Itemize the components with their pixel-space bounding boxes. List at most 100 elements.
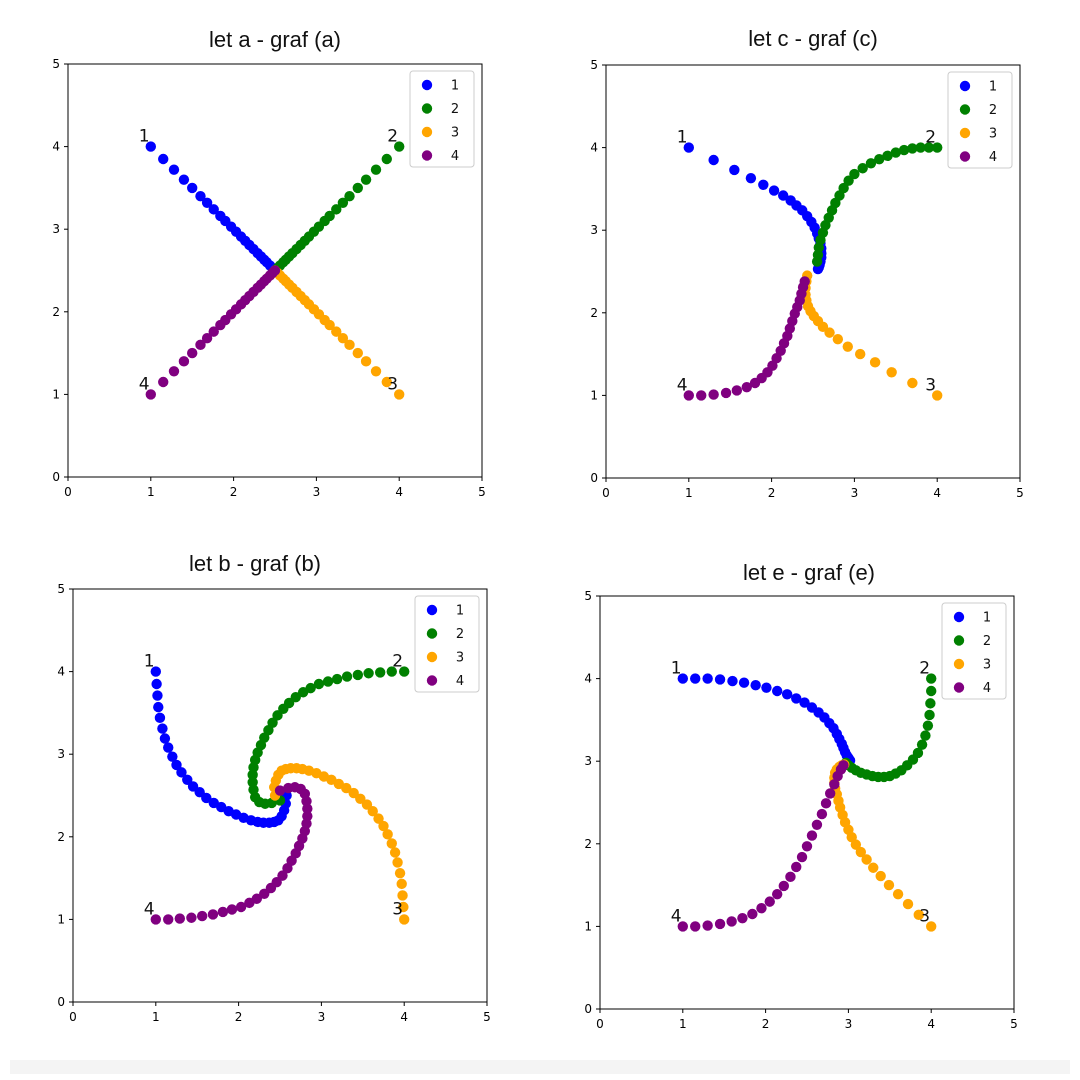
data-point [785, 871, 796, 883]
data-point [832, 334, 844, 345]
data-point [370, 366, 382, 377]
data-point [861, 854, 872, 865]
data-point [932, 390, 943, 401]
data-point [378, 820, 389, 832]
x-tick-label: 2 [768, 486, 776, 500]
y-tick-label: 4 [57, 665, 65, 679]
point-label: 1 [144, 652, 155, 672]
data-point [226, 904, 238, 915]
series-2 [247, 666, 410, 809]
data-point [865, 158, 877, 169]
x-tick-label: 4 [400, 1010, 408, 1024]
data-point [331, 204, 342, 215]
data-point [152, 690, 163, 701]
series-4 [677, 760, 849, 932]
data-point [714, 918, 726, 930]
data-point [167, 751, 178, 762]
data-point [201, 333, 213, 344]
legend-label: 4 [989, 150, 997, 165]
legend-marker [953, 611, 965, 623]
data-point [758, 179, 769, 190]
axes-frame [599, 595, 1015, 1010]
x-tick-label: 2 [235, 1010, 243, 1024]
data-point [272, 710, 283, 721]
point-label: 4 [139, 374, 150, 394]
x-tick-label: 1 [152, 1010, 160, 1024]
y-tick-label: 1 [590, 388, 598, 402]
legend-box [414, 595, 480, 693]
data-point [875, 870, 886, 882]
data-point [145, 141, 156, 152]
data-point [926, 673, 937, 684]
data-point [174, 913, 186, 924]
data-point [196, 910, 208, 922]
data-point [208, 326, 219, 337]
data-point [331, 673, 343, 685]
legend-box [947, 71, 1013, 169]
data-point [842, 341, 853, 352]
data-point [344, 190, 355, 202]
data-point [394, 867, 406, 879]
x-tick-label: 3 [851, 486, 859, 500]
y-tick-label: 3 [57, 747, 65, 761]
data-point [150, 666, 161, 677]
x-tick-label: 4 [933, 486, 941, 500]
chart-svg: 0 1 2 3 4 5 0 1 2 3 4 5 1 2 3 4 1 2 3 4 [590, 58, 1023, 500]
y-tick-label: 5 [52, 57, 60, 71]
data-point [382, 829, 393, 840]
legend-marker [953, 682, 965, 693]
point-label: 2 [919, 659, 930, 679]
data-point [178, 356, 190, 367]
data-point [363, 668, 374, 679]
data-point [745, 172, 757, 184]
x-tick-label: 3 [845, 1017, 853, 1031]
data-point [195, 190, 206, 202]
data-point [251, 893, 263, 904]
series-2 [840, 673, 937, 783]
data-point [392, 857, 403, 868]
y-tick-label: 2 [590, 306, 598, 320]
data-point [352, 182, 363, 194]
y-tick-label: 3 [584, 754, 592, 768]
data-point [178, 174, 190, 185]
y-tick-label: 0 [584, 1002, 592, 1016]
data-point [824, 788, 836, 799]
point-label: 2 [925, 128, 936, 148]
data-point [796, 851, 808, 863]
legend-marker [426, 604, 438, 616]
series-3 [800, 270, 943, 401]
point-label: 3 [919, 906, 930, 926]
data-point [158, 376, 169, 388]
legend-label: 1 [456, 604, 464, 619]
point-label: 4 [144, 899, 155, 919]
chart-title: let c - graf (c) [748, 26, 878, 51]
data-point [331, 326, 342, 337]
data-point [916, 739, 928, 750]
x-tick-label: 0 [64, 485, 72, 499]
data-point [868, 862, 879, 873]
legend-marker [959, 127, 971, 139]
data-point [907, 377, 918, 389]
legend-label: 4 [451, 149, 459, 164]
series-1 [677, 673, 856, 766]
data-point [883, 879, 895, 891]
data-point [756, 903, 767, 914]
chart-panel-b: let b - graf (b) 0 1 2 3 4 5 0 1 2 3 4 5 1 2 3 4 1 2 3 4 [0, 540, 540, 1060]
data-point [374, 667, 386, 678]
data-point [768, 185, 780, 196]
point-label: 2 [392, 652, 403, 672]
data-point [151, 678, 162, 690]
point-label: 3 [387, 374, 398, 394]
chart-panel-c: let c - graf (c) 0 1 2 3 4 5 0 1 2 3 4 5 1 2 3 4 1 2 3 4 [540, 0, 1080, 540]
y-tick-label: 4 [584, 672, 592, 686]
data-point [926, 685, 937, 697]
legend-label: 1 [451, 79, 459, 94]
data-point [771, 685, 783, 697]
data-point [207, 909, 219, 920]
data-point [806, 830, 818, 841]
series-1 [145, 141, 281, 276]
data-point [741, 381, 752, 393]
data-point [857, 163, 868, 174]
data-point [283, 782, 294, 794]
x-tick-label: 0 [596, 1017, 604, 1031]
